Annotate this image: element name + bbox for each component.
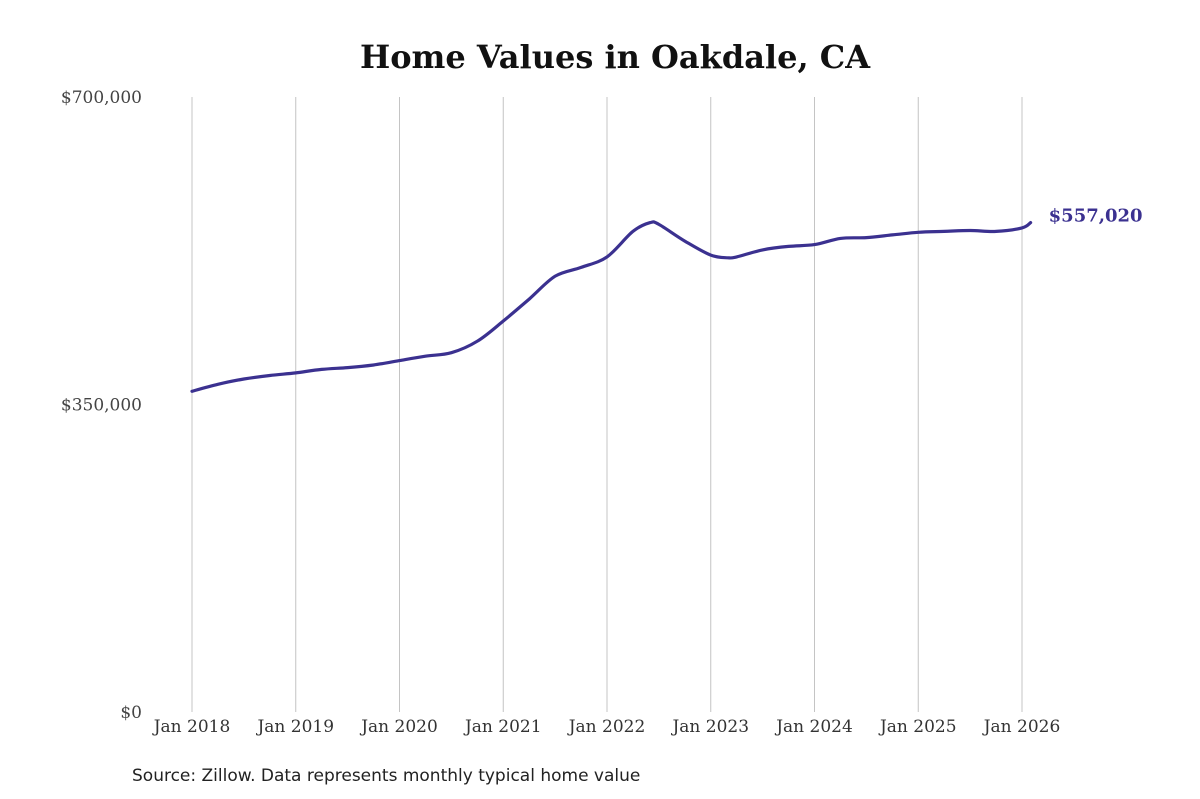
home-value-line <box>190 220 1033 393</box>
x-tick-label: Jan 2023 <box>670 717 749 737</box>
x-tick-label: Jan 2026 <box>982 717 1061 737</box>
x-tick-label: Jan 2018 <box>152 717 231 737</box>
gridlines <box>191 97 1023 712</box>
x-axis-ticks: Jan 2018 Jan 2019 Jan 2020 Jan 2021 Jan 2022… <box>152 717 1061 737</box>
source-note: Source: Zillow. Data represents monthly … <box>132 766 640 786</box>
x-tick-label: Jan 2024 <box>774 717 853 737</box>
x-tick-label: Jan 2022 <box>567 717 646 737</box>
y-tick-label: $350,000 <box>61 396 142 416</box>
x-tick-label: Jan 2025 <box>878 717 957 737</box>
y-tick-label: $0 <box>120 703 142 723</box>
x-tick-label: Jan 2021 <box>463 717 542 737</box>
x-tick-label: Jan 2020 <box>359 717 438 737</box>
y-tick-label: $700,000 <box>61 88 142 108</box>
y-axis-ticks: $0 $350,000 $700,000 <box>61 88 142 723</box>
chart-title: Home Values in Oakdale, CA <box>360 38 871 76</box>
latest-value-label: $557,020 <box>1049 206 1143 227</box>
x-tick-label: Jan 2019 <box>255 717 334 737</box>
